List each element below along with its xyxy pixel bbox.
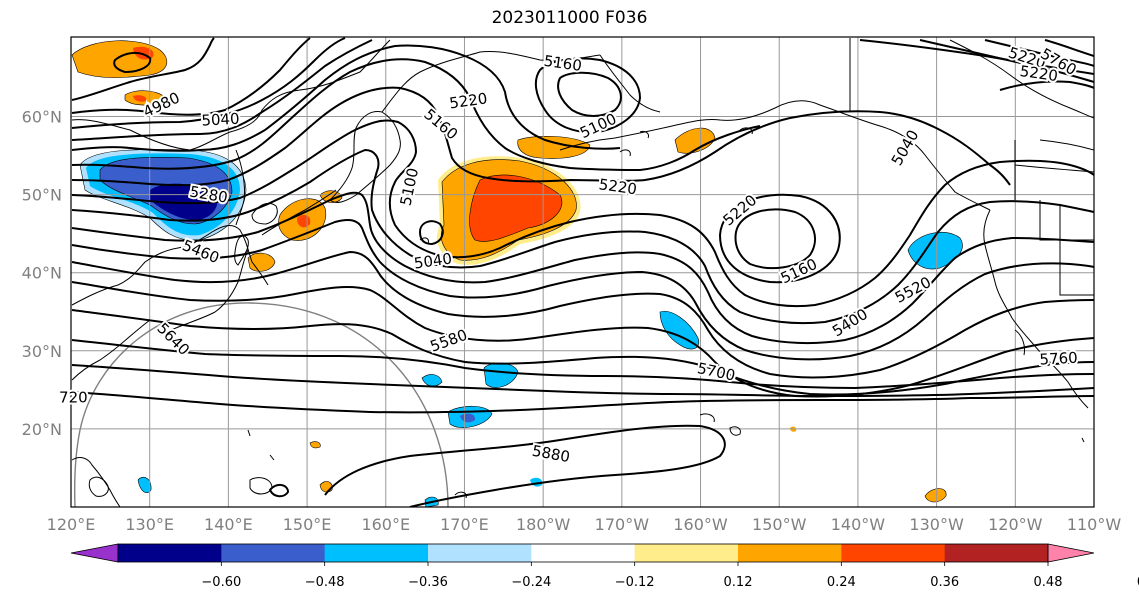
svg-text:5040: 5040: [888, 127, 923, 169]
longitude-labels: 120°E 130°E 140°E 150°E 160°E 170°E 180°W 170°W…: [47, 515, 1122, 534]
longitude-label: 110°W: [1067, 515, 1122, 534]
contour-label: 5880: [529, 440, 574, 468]
colorbar-segment: [118, 544, 222, 562]
positive-anomaly-core: [469, 174, 563, 242]
contour-label: 5700: [694, 357, 739, 387]
map-title: 2023011000 F036: [491, 8, 648, 28]
latitude-label: 60°N: [22, 108, 62, 127]
negative-anomaly-core: [150, 183, 218, 221]
colorbar-segment: [738, 544, 842, 562]
svg-text:5040: 5040: [201, 110, 240, 130]
colorbar-segment: [944, 544, 1049, 562]
positive-anomaly-area: [674, 127, 716, 154]
longitude-label: 160°E: [361, 515, 410, 534]
svg-text:5220: 5220: [598, 175, 638, 198]
contour-label: 5160: [776, 253, 822, 289]
positive-anomaly-area: [924, 488, 947, 503]
positive-anomaly-area: [247, 252, 276, 272]
latitude-label: 30°N: [22, 342, 62, 361]
contour-label: 5040: [411, 247, 455, 274]
longitude-label: 180°W: [516, 515, 571, 534]
contour-label: 5100: [395, 164, 425, 209]
colorbar-extend-low: [70, 543, 119, 563]
latitude-label: 20°N: [22, 420, 62, 439]
svg-text:5160: 5160: [778, 255, 820, 287]
contour-label: 5220: [446, 87, 490, 114]
svg-text:5160: 5160: [543, 52, 583, 75]
negative-anomaly-area: [907, 231, 963, 270]
longitude-label: 170°W: [595, 515, 650, 534]
negative-anomaly-core: [460, 413, 476, 423]
map-frame: [70, 36, 1095, 508]
positive-anomaly-area: [71, 40, 168, 78]
colorbar: −0.60 −0.48 −0.36 −0.24 −0.12 0.12 0.24 0.36 0.4…: [70, 543, 1139, 590]
colorbar-tick-label: −0.24: [511, 575, 551, 590]
negative-anomaly-area: [137, 477, 152, 493]
longitude-label: 150°E: [283, 515, 332, 534]
longitude-label: 170°E: [440, 515, 489, 534]
positive-anomaly-area: [309, 441, 321, 449]
svg-text:720: 720: [59, 389, 88, 407]
latitude-labels: 60°N 50°N 40°N 30°N 20°N: [22, 108, 62, 439]
longitude-label: 140°E: [204, 515, 253, 534]
contour-label: 5220: [596, 173, 640, 200]
colorbar-tick-label: 0.24: [827, 575, 856, 590]
svg-text:5100: 5100: [397, 166, 423, 207]
height-contours: [71, 37, 1094, 507]
contour-label: 720: [57, 387, 90, 409]
colorbar-tick-label: 0.12: [724, 575, 753, 590]
negative-anomaly-area: [421, 374, 443, 387]
colorbar-segment: [324, 544, 429, 562]
colorbar-tick-label: 0.60: [1137, 575, 1139, 590]
negative-anomaly-area: [483, 362, 519, 388]
graticule: [71, 37, 1094, 507]
positive-anomaly-core: [133, 95, 147, 102]
colorbar-tick-label: −0.60: [201, 575, 241, 590]
longitude-label: 120°E: [47, 515, 96, 534]
range-ring: [73, 302, 449, 507]
colorbar-tick-label: −0.12: [615, 575, 655, 590]
colorbar-tick-label: 0.36: [930, 575, 959, 590]
colorbar-segment: [531, 544, 636, 562]
colorbar-segment: [841, 544, 946, 562]
longitude-label: 140°W: [831, 515, 886, 534]
svg-text:5700: 5700: [696, 359, 737, 385]
svg-text:5040: 5040: [413, 249, 453, 272]
latitude-label: 40°N: [22, 264, 62, 283]
colorbar-extend-high: [1047, 543, 1095, 563]
colorbar-tick-label: −0.36: [408, 575, 448, 590]
contour-label: 5160: [541, 50, 585, 77]
latitude-label: 50°N: [22, 186, 62, 205]
longitude-label: 130°W: [909, 515, 964, 534]
svg-text:5760: 5760: [1039, 349, 1078, 369]
longitude-label: 130°E: [125, 515, 174, 534]
svg-text:5220: 5220: [448, 89, 488, 112]
longitude-label: 120°W: [988, 515, 1043, 534]
svg-text:5880: 5880: [531, 442, 572, 466]
longitude-label: 150°W: [752, 515, 807, 534]
colorbar-tick-label: −0.48: [305, 575, 345, 590]
colorbar-segment: [221, 544, 326, 562]
positive-anomaly-area: [319, 481, 333, 493]
colorbar-segment: [428, 544, 532, 562]
colorbar-tick-label: 0.48: [1034, 575, 1063, 590]
colorbar-outline: [117, 543, 1049, 563]
contour-label: 5760: [1037, 347, 1080, 371]
positive-anomaly-area: [517, 136, 591, 159]
longitude-label: 160°W: [673, 515, 728, 534]
contour-label: 5040: [199, 108, 242, 132]
contour-label: 5040: [886, 125, 925, 171]
colorbar-segment: [634, 544, 739, 562]
